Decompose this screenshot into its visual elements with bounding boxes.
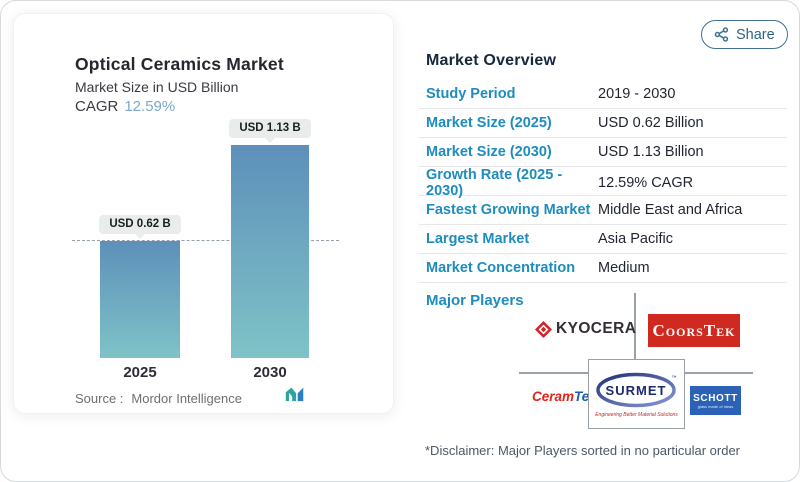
overview-table: Study Period 2019 - 2030 Market Size (20… [419,80,787,283]
mordor-intelligence-logo-icon [285,386,312,407]
bar-value-bubble-2030: USD 1.13 B [229,119,311,138]
bubble-pointer-2025 [135,234,145,239]
chart-cagr: CAGR 12.59% [75,98,175,115]
schott-logo: SCHOTT glass made of ideas [690,386,741,415]
bubble-pointer-2030 [265,138,275,143]
table-row: Largest Market Asia Pacific [419,225,787,254]
row-value: USD 0.62 Billion [598,115,704,131]
share-button[interactable]: Share [701,20,788,49]
row-label: Largest Market [426,231,530,247]
row-value: Middle East and Africa [598,202,743,218]
players-connector-vertical [634,293,636,359]
table-row: Fastest Growing Market Middle East and A… [419,196,787,225]
share-icon [714,27,729,42]
chart-card: Optical Ceramics Market Market Size in U… [13,13,394,414]
bar-2025 [100,241,180,358]
bar-group-2030: USD 1.13 B [229,119,311,358]
row-label: Fastest Growing Market [426,202,591,218]
row-label: Market Concentration [426,260,576,276]
cagr-value: 12.59% [124,98,176,115]
bar-group-2025: USD 0.62 B [99,215,181,358]
table-row: Study Period 2019 - 2030 [419,80,787,109]
overview-heading: Market Overview [426,52,557,69]
row-value: Medium [598,260,650,276]
row-value: 2019 - 2030 [598,86,676,102]
source-value: Mordor Intelligence [131,391,242,406]
source-attribution: Source : Mordor Intelligence [75,391,242,406]
cagr-label: CAGR [75,98,119,115]
kyocera-logo: KYOCERA [535,320,636,338]
row-label: Market Size (2025) [426,115,552,131]
table-row: Market Size (2030) USD 1.13 Billion [419,138,787,167]
schott-tagline: glass made of ideas [697,403,734,409]
disclaimer-text: *Disclaimer: Major Players sorted in no … [425,443,741,458]
row-label: Study Period [426,86,516,102]
kyocera-mark-icon [535,320,552,338]
kyocera-wordmark: KYOCERA [556,320,637,337]
row-label: Growth Rate (2025 - 2030) [426,167,563,199]
row-label: Market Size (2030) [426,144,552,160]
major-players-label: Major Players [426,292,524,309]
surmet-wordmark: SURMET [605,383,666,398]
coorstek-logo: CoorsTek [648,314,740,347]
surmet-logo: SURMET ™ Engineering Better Material Sol… [588,359,685,429]
schott-wordmark: SCHOTT [693,392,738,404]
table-row: Growth Rate (2025 - 2030) 12.59% CAGR [419,167,787,199]
source-label: Source : [75,391,124,406]
coorstek-wordmark: CoorsTek [652,320,736,340]
surmet-tagline: Engineering Better Material Solutions [595,411,678,418]
reference-dashed-line [72,240,339,241]
chart-subtitle: Market Size in USD Billion [75,79,239,95]
chart-title: Optical Ceramics Market [75,54,284,74]
row-value: Asia Pacific [598,231,673,247]
bar-2030 [231,145,309,358]
table-row: Market Concentration Medium [419,254,787,283]
ceramtec-wordmark-ceram: Ceram [532,389,575,404]
table-row: Market Size (2025) USD 0.62 Billion [419,109,787,138]
row-value: USD 1.13 Billion [598,144,704,160]
row-value: 12.59% CAGR [598,175,694,191]
surmet-tm: ™ [671,375,676,381]
bar-value-bubble-2025: USD 0.62 B [99,215,181,234]
share-label: Share [736,26,775,43]
x-axis-label-2030: 2030 [253,364,287,381]
x-axis-label-2025: 2025 [123,364,157,381]
